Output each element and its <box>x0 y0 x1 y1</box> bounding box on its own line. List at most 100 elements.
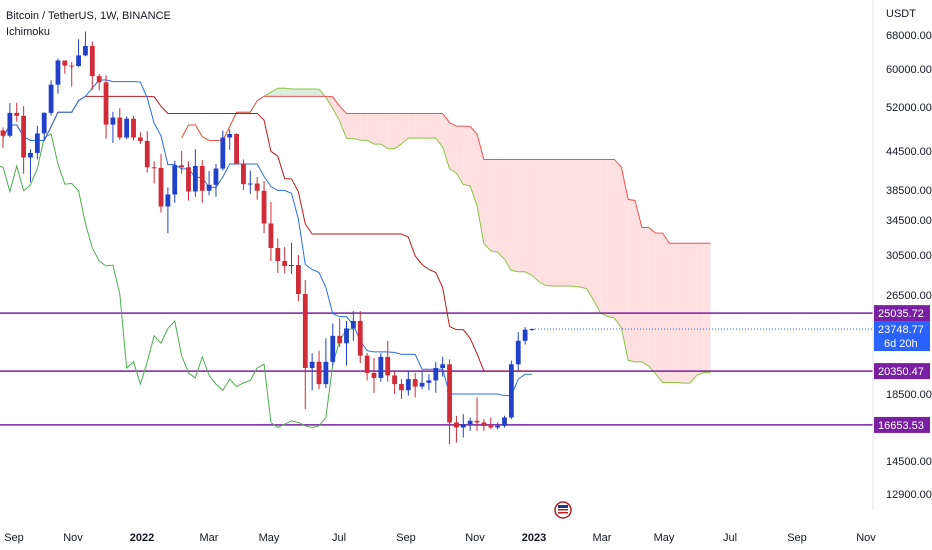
cloud-segment <box>662 233 670 383</box>
candle[interactable] <box>83 31 88 57</box>
candle[interactable] <box>41 112 47 140</box>
candle-body <box>254 183 260 191</box>
candle[interactable] <box>62 60 68 74</box>
symbol-title[interactable]: Bitcoin / TetherUS, 1W, BINANCE <box>6 10 171 22</box>
candle[interactable] <box>254 177 260 200</box>
candle[interactable] <box>529 328 535 331</box>
candle[interactable] <box>522 327 528 345</box>
candle[interactable] <box>460 414 466 438</box>
candle[interactable] <box>309 353 315 391</box>
candle[interactable] <box>399 379 404 400</box>
candle[interactable] <box>28 149 33 183</box>
x-tick-label: 2022 <box>130 532 154 544</box>
candle[interactable] <box>433 361 439 393</box>
candle[interactable] <box>275 238 281 273</box>
candle[interactable] <box>447 359 452 445</box>
candle[interactable] <box>474 397 480 431</box>
candle[interactable] <box>55 58 61 94</box>
candle[interactable] <box>357 311 363 364</box>
candle[interactable] <box>76 39 81 67</box>
candle[interactable] <box>220 130 226 171</box>
candle-body <box>62 60 68 66</box>
candle-body <box>144 141 150 168</box>
candle[interactable] <box>419 370 425 390</box>
cloud-segment <box>401 113 409 144</box>
candle[interactable] <box>179 151 185 174</box>
candle[interactable] <box>227 129 233 150</box>
candle-body <box>0 130 6 136</box>
candle[interactable] <box>454 415 459 443</box>
candle-body <box>124 118 130 138</box>
candle[interactable] <box>131 115 136 141</box>
candle[interactable] <box>213 164 219 197</box>
candle[interactable] <box>502 415 507 428</box>
candle[interactable] <box>289 242 294 274</box>
candle[interactable] <box>440 356 446 377</box>
candle[interactable] <box>323 338 329 388</box>
candle[interactable] <box>268 202 274 261</box>
candle[interactable] <box>241 159 246 190</box>
candle[interactable] <box>21 106 27 174</box>
candle[interactable] <box>69 62 75 87</box>
candle[interactable] <box>165 187 171 234</box>
candle[interactable] <box>48 80 54 116</box>
candle[interactable] <box>296 255 301 302</box>
candle[interactable] <box>371 358 377 393</box>
candle[interactable] <box>117 108 123 140</box>
candle[interactable] <box>234 133 239 164</box>
candle-body <box>399 384 404 391</box>
candle[interactable] <box>103 75 109 139</box>
candle[interactable] <box>302 280 308 410</box>
cloud-segment <box>586 159 594 301</box>
candle[interactable] <box>206 171 212 196</box>
candle[interactable] <box>158 154 164 213</box>
candle[interactable] <box>247 170 253 194</box>
candle[interactable] <box>392 371 397 394</box>
candle[interactable] <box>14 102 20 122</box>
indicator-label[interactable]: Ichimoku <box>6 26 51 38</box>
candle[interactable] <box>34 125 40 160</box>
candle[interactable] <box>350 311 356 341</box>
candle[interactable] <box>426 374 432 391</box>
candle[interactable] <box>261 180 267 234</box>
candle[interactable] <box>488 417 494 430</box>
candle[interactable] <box>495 422 501 430</box>
candle[interactable] <box>337 318 343 347</box>
candle[interactable] <box>282 247 288 273</box>
candle-body <box>247 183 253 185</box>
candle[interactable] <box>385 340 391 382</box>
cloud-segment <box>387 113 395 149</box>
candle[interactable] <box>481 419 487 431</box>
x-tick-label: Jul <box>723 532 737 544</box>
candle[interactable] <box>124 116 130 140</box>
candle[interactable] <box>330 323 336 366</box>
candle[interactable] <box>151 161 157 184</box>
candle[interactable] <box>186 161 191 201</box>
cloud-segment <box>696 243 704 376</box>
candle[interactable] <box>378 353 384 382</box>
candle[interactable] <box>364 353 370 381</box>
candle[interactable] <box>138 132 143 144</box>
candle[interactable] <box>405 370 411 396</box>
candle-body <box>495 425 501 428</box>
candle[interactable] <box>144 131 150 173</box>
candle[interactable] <box>199 160 205 203</box>
candle[interactable] <box>412 372 418 398</box>
candle[interactable] <box>7 103 13 138</box>
candle[interactable] <box>0 127 6 149</box>
candle[interactable] <box>89 41 95 90</box>
candle[interactable] <box>515 332 521 371</box>
cloud-segment <box>373 113 381 145</box>
candle[interactable] <box>344 320 349 366</box>
candle[interactable] <box>172 160 178 203</box>
candle[interactable] <box>467 417 473 431</box>
candle[interactable] <box>192 149 198 197</box>
candle[interactable] <box>508 360 514 420</box>
tradingview-flag-icon[interactable] <box>554 501 572 519</box>
candle[interactable] <box>316 350 322 390</box>
candle[interactable] <box>96 73 102 91</box>
x-tick-label: Mar <box>200 532 219 544</box>
candle[interactable] <box>110 111 116 143</box>
candle-body <box>55 60 61 85</box>
